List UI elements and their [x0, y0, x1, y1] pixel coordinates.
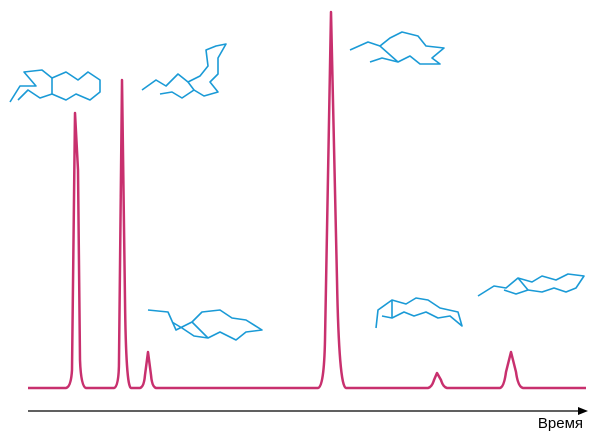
molecule-6 [478, 274, 584, 296]
molecule-3 [148, 310, 262, 340]
molecule-4 [350, 32, 444, 64]
molecule-2 [142, 44, 226, 98]
axis-arrow [578, 407, 588, 415]
page: Время (() => { const data = JSON.parse(d… [0, 0, 590, 432]
axis-label: Время [538, 415, 583, 432]
molecule-1 [10, 70, 100, 102]
chromatogram-trace [28, 12, 586, 388]
molecule-5 [376, 298, 462, 328]
chromatogram: Время [0, 0, 590, 432]
